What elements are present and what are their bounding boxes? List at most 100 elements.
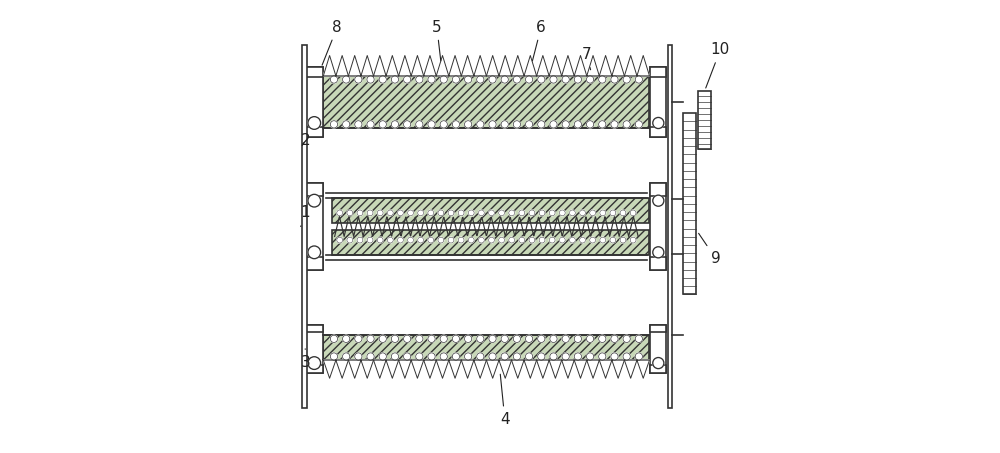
Text: 2: 2 (301, 133, 310, 148)
Circle shape (550, 335, 557, 342)
Circle shape (623, 120, 630, 128)
Circle shape (330, 335, 338, 342)
Circle shape (468, 210, 474, 216)
Circle shape (367, 353, 374, 360)
FancyBboxPatch shape (650, 256, 666, 270)
Polygon shape (461, 55, 474, 76)
Circle shape (623, 76, 630, 83)
Circle shape (337, 237, 343, 243)
Polygon shape (474, 55, 486, 76)
Circle shape (391, 353, 399, 360)
Polygon shape (574, 55, 587, 76)
Polygon shape (524, 360, 537, 378)
Circle shape (428, 120, 435, 128)
Circle shape (599, 353, 606, 360)
Circle shape (367, 120, 374, 128)
Circle shape (418, 237, 424, 243)
Circle shape (355, 353, 362, 360)
Circle shape (635, 120, 642, 128)
Circle shape (501, 335, 508, 342)
Circle shape (538, 335, 545, 342)
Circle shape (416, 120, 423, 128)
Polygon shape (348, 360, 361, 378)
Polygon shape (449, 55, 461, 76)
Circle shape (477, 76, 484, 83)
Polygon shape (348, 55, 361, 76)
FancyBboxPatch shape (305, 256, 323, 270)
Polygon shape (386, 55, 399, 76)
Polygon shape (637, 360, 649, 378)
Circle shape (438, 210, 444, 216)
Circle shape (489, 210, 494, 216)
Text: 3: 3 (301, 349, 310, 370)
Circle shape (428, 237, 434, 243)
Circle shape (519, 237, 525, 243)
Circle shape (308, 194, 321, 207)
Circle shape (501, 120, 508, 128)
FancyBboxPatch shape (305, 67, 323, 77)
Circle shape (590, 237, 596, 243)
Polygon shape (474, 360, 486, 378)
FancyBboxPatch shape (305, 325, 323, 372)
Circle shape (428, 335, 435, 342)
Polygon shape (386, 360, 399, 378)
Polygon shape (424, 360, 436, 378)
Circle shape (377, 237, 383, 243)
Circle shape (343, 120, 350, 128)
Text: 9: 9 (699, 233, 720, 266)
Polygon shape (361, 55, 374, 76)
FancyBboxPatch shape (668, 45, 672, 408)
Circle shape (489, 120, 496, 128)
Polygon shape (486, 360, 499, 378)
Circle shape (438, 237, 444, 243)
Circle shape (448, 210, 454, 216)
Circle shape (574, 120, 582, 128)
Circle shape (452, 335, 460, 342)
Polygon shape (599, 360, 612, 378)
Circle shape (347, 237, 353, 243)
Circle shape (501, 76, 508, 83)
FancyBboxPatch shape (323, 335, 649, 360)
Circle shape (509, 210, 515, 216)
Circle shape (525, 76, 533, 83)
Circle shape (347, 210, 353, 216)
Circle shape (357, 210, 363, 216)
Circle shape (653, 195, 664, 206)
Circle shape (559, 237, 565, 243)
Polygon shape (361, 360, 374, 378)
FancyBboxPatch shape (332, 230, 649, 255)
FancyBboxPatch shape (302, 45, 307, 408)
Text: 7: 7 (582, 47, 591, 70)
FancyBboxPatch shape (305, 183, 323, 270)
Circle shape (458, 210, 464, 216)
Polygon shape (587, 55, 599, 76)
Polygon shape (511, 360, 524, 378)
FancyBboxPatch shape (305, 325, 323, 332)
Circle shape (550, 353, 557, 360)
Circle shape (367, 210, 373, 216)
Circle shape (630, 237, 636, 243)
Circle shape (611, 76, 618, 83)
Circle shape (464, 120, 472, 128)
Circle shape (478, 210, 484, 216)
Polygon shape (537, 360, 549, 378)
Circle shape (620, 210, 626, 216)
Text: 5: 5 (432, 20, 442, 61)
Polygon shape (486, 55, 499, 76)
Circle shape (330, 353, 338, 360)
FancyBboxPatch shape (650, 67, 666, 77)
Text: 1: 1 (301, 206, 310, 226)
Polygon shape (587, 360, 599, 378)
Circle shape (477, 353, 484, 360)
Circle shape (428, 353, 435, 360)
Circle shape (580, 237, 585, 243)
Circle shape (586, 76, 594, 83)
Polygon shape (374, 360, 386, 378)
Circle shape (379, 353, 386, 360)
Polygon shape (624, 55, 637, 76)
Circle shape (539, 210, 545, 216)
Circle shape (308, 357, 321, 370)
Circle shape (570, 237, 575, 243)
Circle shape (379, 335, 386, 342)
Circle shape (501, 353, 508, 360)
